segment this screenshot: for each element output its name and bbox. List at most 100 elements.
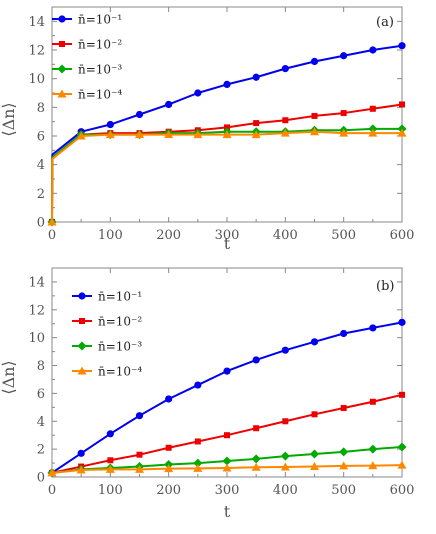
y-tick-label: 14 <box>28 275 45 290</box>
data-point <box>310 57 319 66</box>
x-tick-label: 200 <box>156 228 181 243</box>
data-point <box>253 425 260 432</box>
y-tick-label: 0 <box>37 471 45 486</box>
data-point <box>398 42 406 50</box>
data-point <box>165 444 172 451</box>
y-tick-label: 6 <box>37 130 45 145</box>
legend-marker <box>78 292 86 300</box>
data-point <box>222 463 232 472</box>
legend-marker <box>59 41 65 47</box>
data-point <box>222 130 232 139</box>
data-point <box>399 101 405 108</box>
panel-b: 0 100 200 300 400 500 600 0 2 4 6 8 10 12 14 t ⟨Δn⟩ (b) n̄… <box>0 267 414 521</box>
x-tick-label: 0 <box>48 228 56 243</box>
data-point <box>251 462 261 471</box>
series-line <box>51 130 402 223</box>
data-point <box>310 338 319 346</box>
data-point <box>398 318 406 326</box>
y-tick-label: 0 <box>37 216 45 231</box>
y-tick-label: 10 <box>28 331 45 346</box>
data-point <box>105 464 115 473</box>
data-point <box>310 127 319 136</box>
data-point <box>280 462 290 471</box>
legend-label: n̄=10⁻² <box>78 38 122 52</box>
x-axis-label: t <box>224 234 231 253</box>
data-point <box>224 432 230 439</box>
data-point <box>368 444 378 454</box>
panel-a: 0 100 200 300 400 500 600 0 2 4 6 8 10 12 14 t ⟨Δn⟩ (a) n̄… <box>0 6 415 253</box>
data-point <box>310 449 319 459</box>
data-point <box>77 449 85 457</box>
legend-marker <box>79 318 85 324</box>
data-point <box>281 65 289 73</box>
data-point <box>340 110 347 117</box>
legend-label: n̄=10⁻¹ <box>98 290 142 304</box>
y-axis-label: ⟨Δn⟩ <box>0 102 18 136</box>
data-point <box>369 324 377 332</box>
legend-marker <box>58 15 66 23</box>
y-tick-label: 12 <box>28 303 45 318</box>
data-point <box>369 398 376 405</box>
y-tick-label: 2 <box>37 187 45 202</box>
data-point <box>369 105 376 112</box>
series-line <box>51 44 403 223</box>
data-point <box>223 367 231 375</box>
x-tick-label: 600 <box>390 228 415 243</box>
data-point <box>222 456 232 466</box>
data-point <box>107 457 114 464</box>
legend-label: n̄=10⁻³ <box>78 63 122 77</box>
data-point <box>397 442 407 452</box>
x-tick-label: 400 <box>273 483 298 498</box>
x-tick-label: 100 <box>98 228 123 243</box>
y-tick-label: 4 <box>37 415 45 430</box>
legend-label: n̄=10⁻³ <box>98 340 142 354</box>
data-point <box>193 458 203 468</box>
data-point <box>164 464 174 473</box>
legend: n̄=10⁻¹ n̄=10⁻² n̄=10⁻³ n̄=10⁻⁴ <box>72 290 142 379</box>
data-point <box>340 52 348 60</box>
x-axis-label: t <box>224 502 231 521</box>
data-point <box>253 120 260 127</box>
data-point <box>339 128 349 137</box>
y-tick-label: 8 <box>37 359 45 374</box>
y-tick-label: 2 <box>37 443 45 458</box>
data-point <box>47 468 57 477</box>
panel-label: (b) <box>376 279 394 294</box>
data-point <box>397 128 407 137</box>
data-point <box>193 130 203 139</box>
data-point <box>339 447 349 457</box>
y-tick-label: 6 <box>37 387 45 402</box>
series-3 <box>47 127 407 226</box>
data-point <box>165 100 173 109</box>
data-point <box>340 405 347 412</box>
data-point <box>251 130 261 139</box>
data-point <box>368 461 378 470</box>
data-point <box>76 131 86 140</box>
legend-marker <box>57 89 67 98</box>
y-tick-label: 12 <box>28 44 45 59</box>
legend-marker <box>77 341 87 351</box>
data-point <box>310 462 319 471</box>
data-point <box>194 89 202 97</box>
panel-label: (a) <box>376 15 394 30</box>
data-point <box>311 411 318 418</box>
legend-label: n̄=10⁻² <box>98 315 142 329</box>
legend-label: n̄=10⁻¹ <box>78 13 122 27</box>
data-point <box>165 395 173 403</box>
legend-marker <box>77 366 87 375</box>
data-point <box>280 128 290 137</box>
data-point <box>105 130 115 139</box>
data-point <box>106 430 114 438</box>
x-tick-label: 100 <box>98 483 123 498</box>
data-point <box>252 356 260 364</box>
y-axis-label: ⟨Δn⟩ <box>0 360 18 394</box>
y-tick-label: 14 <box>28 15 45 30</box>
x-tick-label: 400 <box>273 228 298 243</box>
data-point <box>194 381 202 389</box>
data-point <box>251 454 261 464</box>
data-point <box>368 128 378 137</box>
legend-label: n̄=10⁻⁴ <box>78 88 122 102</box>
data-point <box>164 130 174 139</box>
